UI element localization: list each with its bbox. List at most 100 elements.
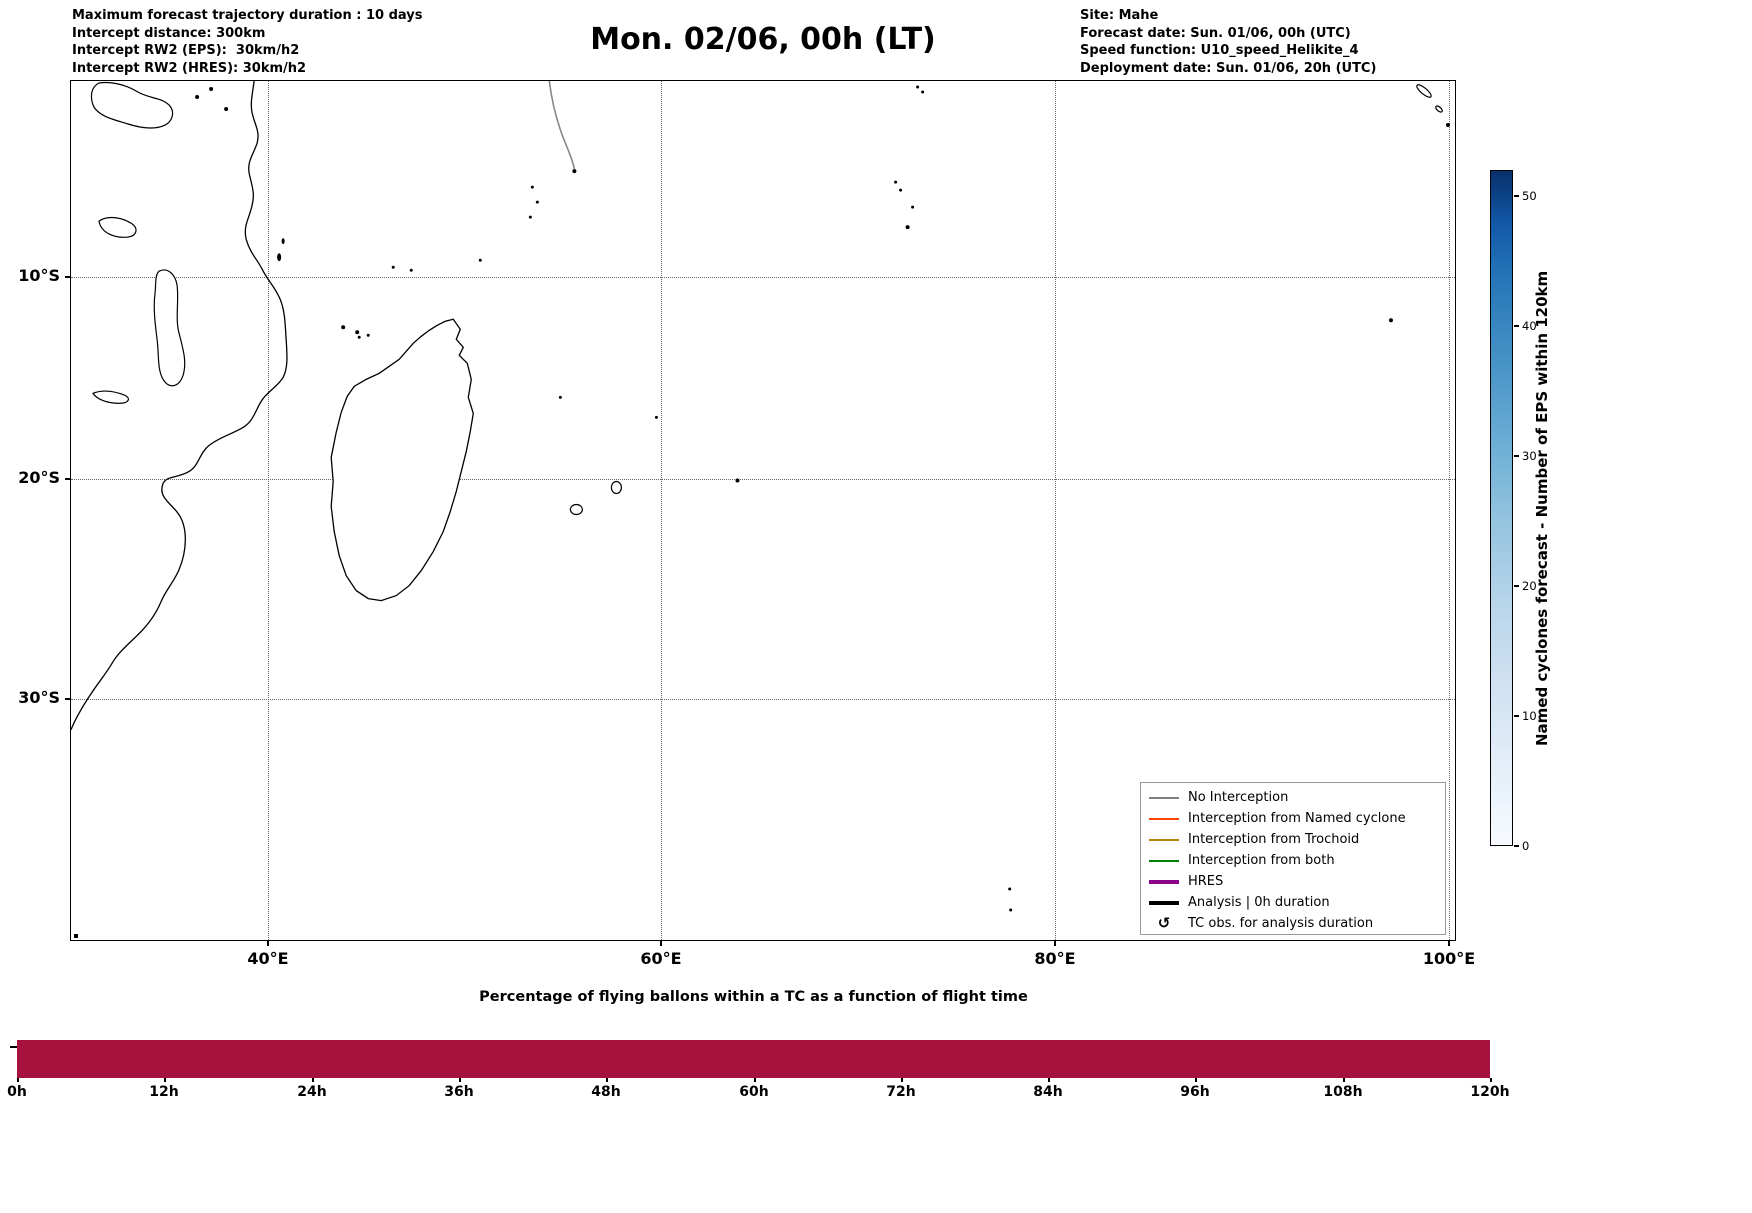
legend-label: Interception from Trochoid bbox=[1188, 832, 1360, 847]
info-line-deployment-date: Deployment date: Sun. 01/06, 20h (UTC) bbox=[1080, 60, 1377, 76]
island-chagos bbox=[905, 225, 910, 230]
legend-line-sample bbox=[1149, 796, 1179, 799]
lake-islet bbox=[224, 107, 229, 112]
colorbar-tick bbox=[1514, 455, 1519, 457]
gridline-10s bbox=[71, 277, 1455, 278]
island-chagos bbox=[894, 180, 898, 184]
colorbar bbox=[1490, 170, 1513, 846]
island-mayotte bbox=[366, 333, 370, 337]
bottom-tick-mark bbox=[606, 1078, 608, 1082]
gridline-60e bbox=[661, 81, 662, 940]
legend: No Interception Interception from Named … bbox=[1140, 782, 1446, 935]
gridline-20s bbox=[71, 479, 1455, 480]
island-mauritius bbox=[610, 480, 622, 495]
info-line-duration: Maximum forecast trajectory duration : 1… bbox=[72, 8, 423, 23]
page-title: Mon. 02/06, 00h (LT) bbox=[590, 22, 936, 57]
legend-item-both: Interception from both bbox=[1149, 850, 1445, 871]
gridline-30s bbox=[71, 699, 1455, 700]
xtick-label-100e: 100°E bbox=[1422, 949, 1476, 968]
ytick-mark-30s bbox=[65, 698, 70, 700]
legend-line-sample bbox=[1149, 817, 1179, 820]
trajectory-no-interception bbox=[548, 81, 576, 170]
island-zanzibar bbox=[277, 253, 282, 262]
colorbar-tick bbox=[1514, 585, 1519, 587]
africa-coastline bbox=[71, 81, 288, 730]
gridline-100e bbox=[1449, 81, 1450, 940]
gridline-80e bbox=[1055, 81, 1056, 940]
island-maldives bbox=[916, 85, 920, 89]
colorbar-tick bbox=[1514, 325, 1519, 327]
bottom-tick-label-24h: 24h bbox=[297, 1084, 327, 1100]
xtick-label-60e: 60°E bbox=[640, 949, 682, 968]
lake-cahora-bassa bbox=[92, 390, 129, 404]
legend-item-tc-obs: ↺ TC obs. for analysis duration bbox=[1149, 913, 1445, 934]
colorbar-axis-label: Named cyclones forecast - Number of EPS … bbox=[1533, 270, 1551, 746]
bottom-chart-ytick-mark bbox=[10, 1046, 17, 1048]
bottom-tick-label-84h: 84h bbox=[1033, 1084, 1063, 1100]
xtick-mark-100e bbox=[1448, 941, 1450, 946]
bottom-chart-title: Percentage of flying ballons within a TC… bbox=[479, 989, 1028, 1005]
island-tromelin bbox=[558, 395, 562, 399]
island-sumatra-chain bbox=[1435, 105, 1443, 113]
coastline-map bbox=[71, 81, 1450, 938]
bottom-tick-label-48h: 48h bbox=[591, 1084, 621, 1100]
legend-line-sample bbox=[1149, 838, 1179, 841]
lake-rukwa bbox=[98, 216, 137, 238]
colorbar-tick bbox=[1514, 715, 1519, 717]
info-line-site: Site: Mahe bbox=[1080, 8, 1159, 23]
bottom-tick-mark bbox=[164, 1078, 166, 1082]
info-line-rw2-hres: Intercept RW2 (HRES): 30km/h2 bbox=[72, 60, 307, 76]
legend-item-analysis: Analysis | 0h duration bbox=[1149, 892, 1445, 913]
bottom-tick-mark bbox=[459, 1078, 461, 1082]
legend-label: No Interception bbox=[1188, 790, 1289, 805]
xtick-label-40e: 40°E bbox=[247, 949, 289, 968]
info-line-intercept-distance: Intercept distance: 300km bbox=[72, 25, 266, 41]
header-left-info: Maximum forecast trajectory duration : 1… bbox=[72, 7, 423, 77]
legend-item-trochoid: Interception from Trochoid bbox=[1149, 829, 1445, 850]
legend-label: Interception from Named cyclone bbox=[1188, 811, 1406, 826]
island-cocos bbox=[1388, 318, 1393, 323]
bottom-tick-label-120h: 120h bbox=[1470, 1084, 1510, 1100]
bottom-tick-label-72h: 72h bbox=[886, 1084, 916, 1100]
island-amirantes bbox=[530, 185, 534, 189]
colorbar-tick-label: 0 bbox=[1522, 839, 1530, 853]
bottom-tick-label-96h: 96h bbox=[1180, 1084, 1210, 1100]
legend-item-named-cyclone: Interception from Named cyclone bbox=[1149, 808, 1445, 829]
header-right-info: Site: Mahe Forecast date: Sun. 01/06, 00… bbox=[1080, 7, 1376, 77]
bottom-tick-mark bbox=[1195, 1078, 1197, 1082]
bottom-tick-label-12h: 12h bbox=[149, 1084, 179, 1100]
ytick-label-10s: 10°S bbox=[18, 266, 60, 285]
legend-line-sample bbox=[1149, 900, 1179, 905]
xtick-label-80e: 80°E bbox=[1034, 949, 1076, 968]
info-line-forecast-date: Forecast date: Sun. 01/06, 00h (UTC) bbox=[1080, 25, 1351, 41]
legend-item-hres: HRES bbox=[1149, 871, 1445, 892]
bottom-tick-mark bbox=[1343, 1078, 1345, 1082]
lake-malawi bbox=[153, 269, 186, 387]
colorbar-tick bbox=[1514, 195, 1519, 197]
xtick-mark-80e bbox=[1054, 941, 1056, 946]
island-comoros bbox=[355, 330, 360, 335]
island-amirantes bbox=[535, 200, 539, 204]
bottom-tick-label-0h: 0h bbox=[7, 1084, 27, 1100]
info-line-rw2-eps: Intercept RW2 (EPS): 30km/h2 bbox=[72, 43, 300, 58]
bottom-tick-label-60h: 60h bbox=[739, 1084, 769, 1100]
bottom-tick-mark bbox=[312, 1078, 314, 1082]
island-aldabra bbox=[391, 265, 395, 269]
island-comoros bbox=[341, 325, 346, 330]
legend-label: HRES bbox=[1188, 874, 1224, 889]
ytick-mark-10s bbox=[65, 276, 70, 278]
legend-label: Interception from both bbox=[1188, 853, 1335, 868]
tc-obs-rotation-icon: ↺ bbox=[1157, 914, 1171, 932]
gridline-40e bbox=[268, 81, 269, 940]
island-aldabra bbox=[409, 268, 413, 272]
legend-item-no-interception: No Interception bbox=[1149, 787, 1445, 808]
island-chagos bbox=[911, 205, 915, 209]
lake-islet bbox=[195, 95, 200, 100]
colorbar-tick-label: 20 bbox=[1522, 579, 1537, 593]
bottom-tick-mark bbox=[754, 1078, 756, 1082]
island-sumatra-chain bbox=[1445, 123, 1450, 128]
legend-label: TC obs. for analysis duration bbox=[1188, 916, 1374, 931]
xtick-mark-40e bbox=[267, 941, 269, 946]
ytick-mark-20s bbox=[65, 478, 70, 480]
island-reunion bbox=[569, 503, 583, 516]
